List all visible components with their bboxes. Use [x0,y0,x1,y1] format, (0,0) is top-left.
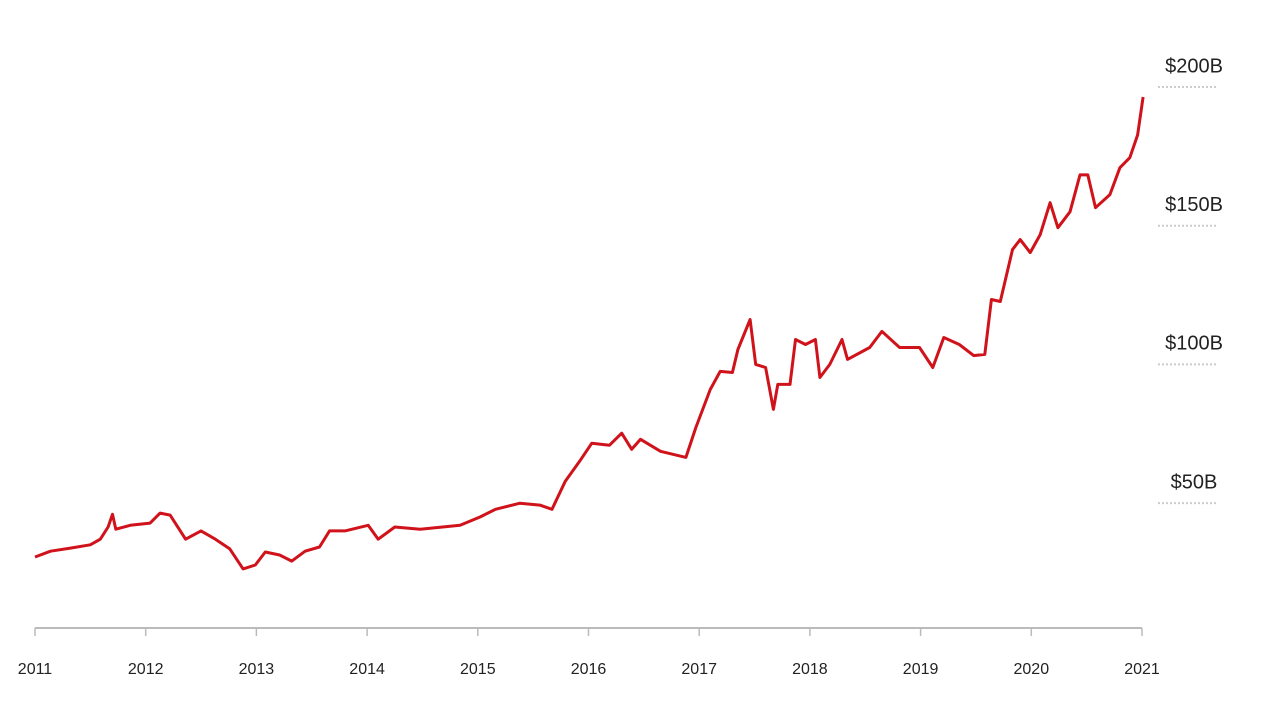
x-tick-label: 2014 [349,661,385,678]
y-tick-label: $200B [1165,55,1223,77]
x-tick-label: 2016 [571,661,607,678]
x-tick-label: 2018 [792,661,828,678]
x-tick-label: 2021 [1124,661,1160,678]
y-tick-label: $50B [1171,471,1218,493]
x-tick-label: 2019 [903,661,939,678]
line [34,96,1145,571]
y-tick-label: $150B [1165,194,1223,216]
x-tick-label: 2020 [1014,661,1050,678]
x-tick-label: 2013 [239,661,275,678]
x-tick-label: 2017 [681,661,717,678]
y-tick-label: $100B [1165,333,1223,355]
x-tick-label: 2011 [18,661,53,678]
x-tick-label: 2015 [460,661,496,678]
x-tick-label: 2012 [128,661,164,678]
